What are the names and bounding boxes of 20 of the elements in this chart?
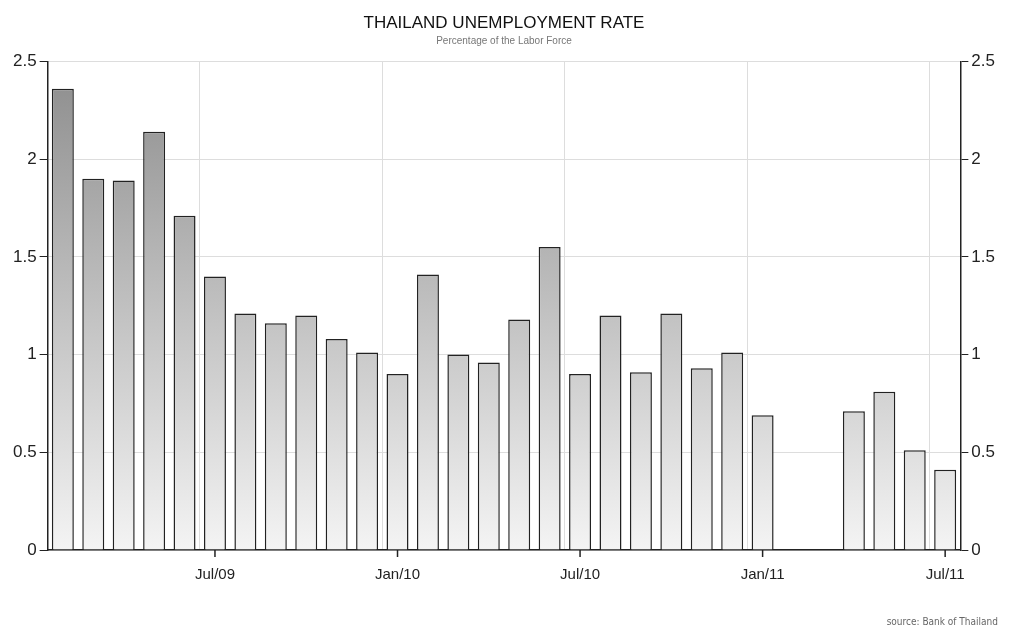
- x-tick-label: Jan/10: [374, 565, 421, 583]
- y-tick-label: 1: [27, 344, 37, 364]
- y-tick-label: 2: [27, 148, 37, 168]
- y-tick-label: 1.5: [12, 246, 37, 266]
- y-tick-label: 2.5: [12, 51, 37, 71]
- y2-tick-label: 0: [971, 539, 981, 559]
- chart-title: THAILAND UNEMPLOYMENT RATE: [363, 12, 645, 32]
- x-tick-label: Jan/11: [740, 565, 785, 583]
- y2-tick-label: 1.5: [971, 246, 996, 266]
- y-tick-label: 0.5: [12, 441, 37, 461]
- chart-subtitle: Percentage of the Labor Force: [436, 35, 573, 47]
- source-note: source: Bank of Thailand: [886, 616, 998, 627]
- x-tick-label: Jul/11: [925, 565, 965, 583]
- x-tick-label: Jul/10: [560, 565, 601, 583]
- y2-tick-label: 2.5: [971, 51, 996, 71]
- x-tick-label: Jul/09: [194, 565, 235, 583]
- y2-tick-label: 2: [971, 148, 981, 168]
- y2-tick-label: 1: [971, 344, 981, 364]
- y-tick-label: 0: [27, 539, 37, 559]
- y2-tick-label: 0.5: [971, 441, 996, 461]
